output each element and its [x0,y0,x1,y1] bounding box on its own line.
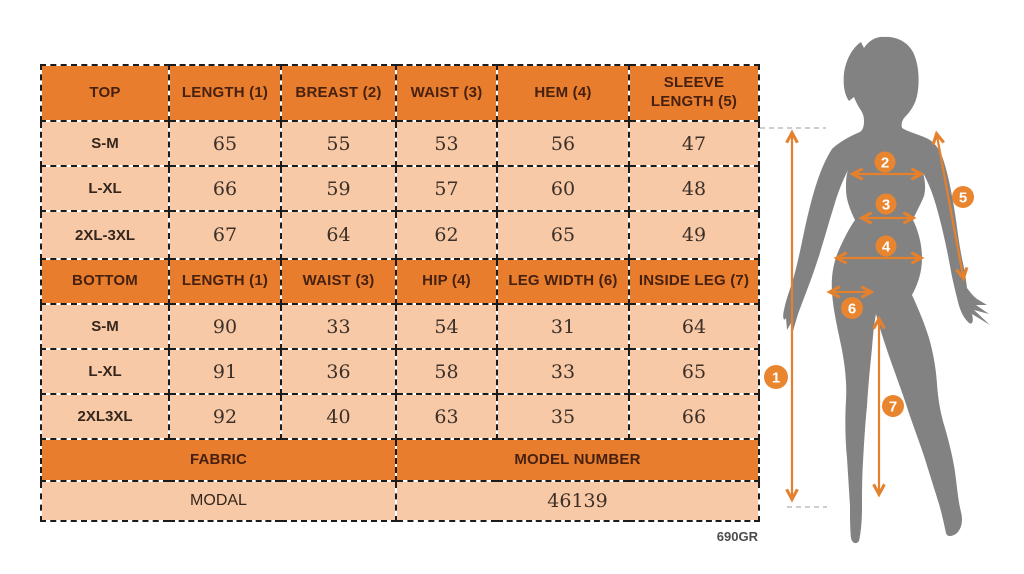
table-row-top-header: TOP LENGTH (1) BREAST (2) WAIST (3) HEM … [40,64,760,122]
header-inside-leg-7: INSIDE LEG (7) [628,258,760,305]
data-cell: 56 [496,120,630,167]
data-cell: 48 [628,165,760,212]
measurement-figure: 1 2 3 4 5 6 7 [760,0,1024,574]
marker-circle [764,365,788,389]
table-row-info: MODAL 46139 [40,480,760,522]
data-cell: 33 [280,303,397,350]
table-row: L-XL 66 59 57 60 48 [40,165,760,212]
header-fabric: FABRIC [40,438,397,482]
size-label: 2XL3XL [40,393,170,440]
table-row: S-M 65 55 53 56 47 [40,120,760,167]
size-label: L-XL [40,165,170,212]
data-cell: 65 [628,348,760,395]
table-row-bottom-header: BOTTOM LENGTH (1) WAIST (3) HIP (4) LEG … [40,258,760,305]
size-label: 2XL-3XL [40,210,170,260]
table-row: L-XL 91 36 58 33 65 [40,348,760,395]
marker-number: 1 [772,370,780,387]
female-body-silhouette [783,36,990,544]
table-row-info-header: FABRIC MODEL NUMBER [40,438,760,482]
marker-1: 1 [764,365,788,389]
marker-number: 2 [881,155,889,172]
marker-circle [874,151,896,173]
header-top: TOP [40,64,170,122]
marker-circle [952,186,974,208]
header-sleeve-length-5: SLEEVE LENGTH (5) [628,64,760,122]
size-label: L-XL [40,348,170,395]
data-cell: 40 [280,393,397,440]
marker-circle [882,395,904,417]
table-row: 2XL3XL 92 40 63 35 66 [40,393,760,440]
data-cell: 57 [395,165,498,212]
marker-4: 4 [875,235,897,257]
data-cell: 59 [280,165,397,212]
data-cell: 55 [280,120,397,167]
marker-3: 3 [875,193,897,215]
sleeve-arrow-5 [937,136,963,276]
header-hip-4: HIP (4) [395,258,498,305]
data-cell: 65 [168,120,282,167]
data-cell: 64 [628,303,760,350]
marker-number: 5 [959,190,967,207]
measurement-figure-svg: 1 2 3 4 5 6 7 [760,36,990,544]
marker-circle [875,235,897,257]
data-cell: 64 [280,210,397,260]
marker-2: 2 [874,151,896,173]
marker-number: 6 [848,301,856,318]
size-label: S-M [40,303,170,350]
header-breast-2: BREAST (2) [280,64,397,122]
data-cell: 47 [628,120,760,167]
data-cell: 54 [395,303,498,350]
data-cell: 53 [395,120,498,167]
data-cell: 49 [628,210,760,260]
data-cell: 66 [168,165,282,212]
data-cell: 35 [496,393,630,440]
data-cell: 63 [395,393,498,440]
header-hem-4: HEM (4) [496,64,630,122]
size-chart-table: TOP LENGTH (1) BREAST (2) WAIST (3) HEM … [40,64,760,522]
header-length-1: LENGTH (1) [168,64,282,122]
table-row: 2XL-3XL 67 64 62 65 49 [40,210,760,260]
data-cell: 66 [628,393,760,440]
model-number-value: 46139 [395,480,760,522]
marker-circle [841,297,863,319]
data-cell: 33 [496,348,630,395]
size-label: S-M [40,120,170,167]
marker-5: 5 [952,186,974,208]
product-weight-code: 690GR [716,529,758,544]
marker-number: 7 [889,399,897,416]
data-cell: 67 [168,210,282,260]
marker-number: 3 [882,197,890,214]
marker-6: 6 [841,297,863,319]
header-length-1: LENGTH (1) [168,258,282,305]
header-waist-3: WAIST (3) [280,258,397,305]
data-cell: 36 [280,348,397,395]
table-row: S-M 90 33 54 31 64 [40,303,760,350]
data-cell: 62 [395,210,498,260]
data-cell: 58 [395,348,498,395]
data-cell: 92 [168,393,282,440]
header-leg-width-6: LEG WIDTH (6) [496,258,630,305]
data-cell: 65 [496,210,630,260]
data-cell: 91 [168,348,282,395]
marker-number: 4 [882,239,891,256]
data-cell: 31 [496,303,630,350]
marker-7: 7 [882,395,904,417]
marker-circle [875,193,897,215]
header-bottom: BOTTOM [40,258,170,305]
header-waist-3: WAIST (3) [395,64,498,122]
data-cell: 90 [168,303,282,350]
fabric-value: MODAL [40,480,397,522]
data-cell: 60 [496,165,630,212]
header-model-number: MODEL NUMBER [395,438,760,482]
